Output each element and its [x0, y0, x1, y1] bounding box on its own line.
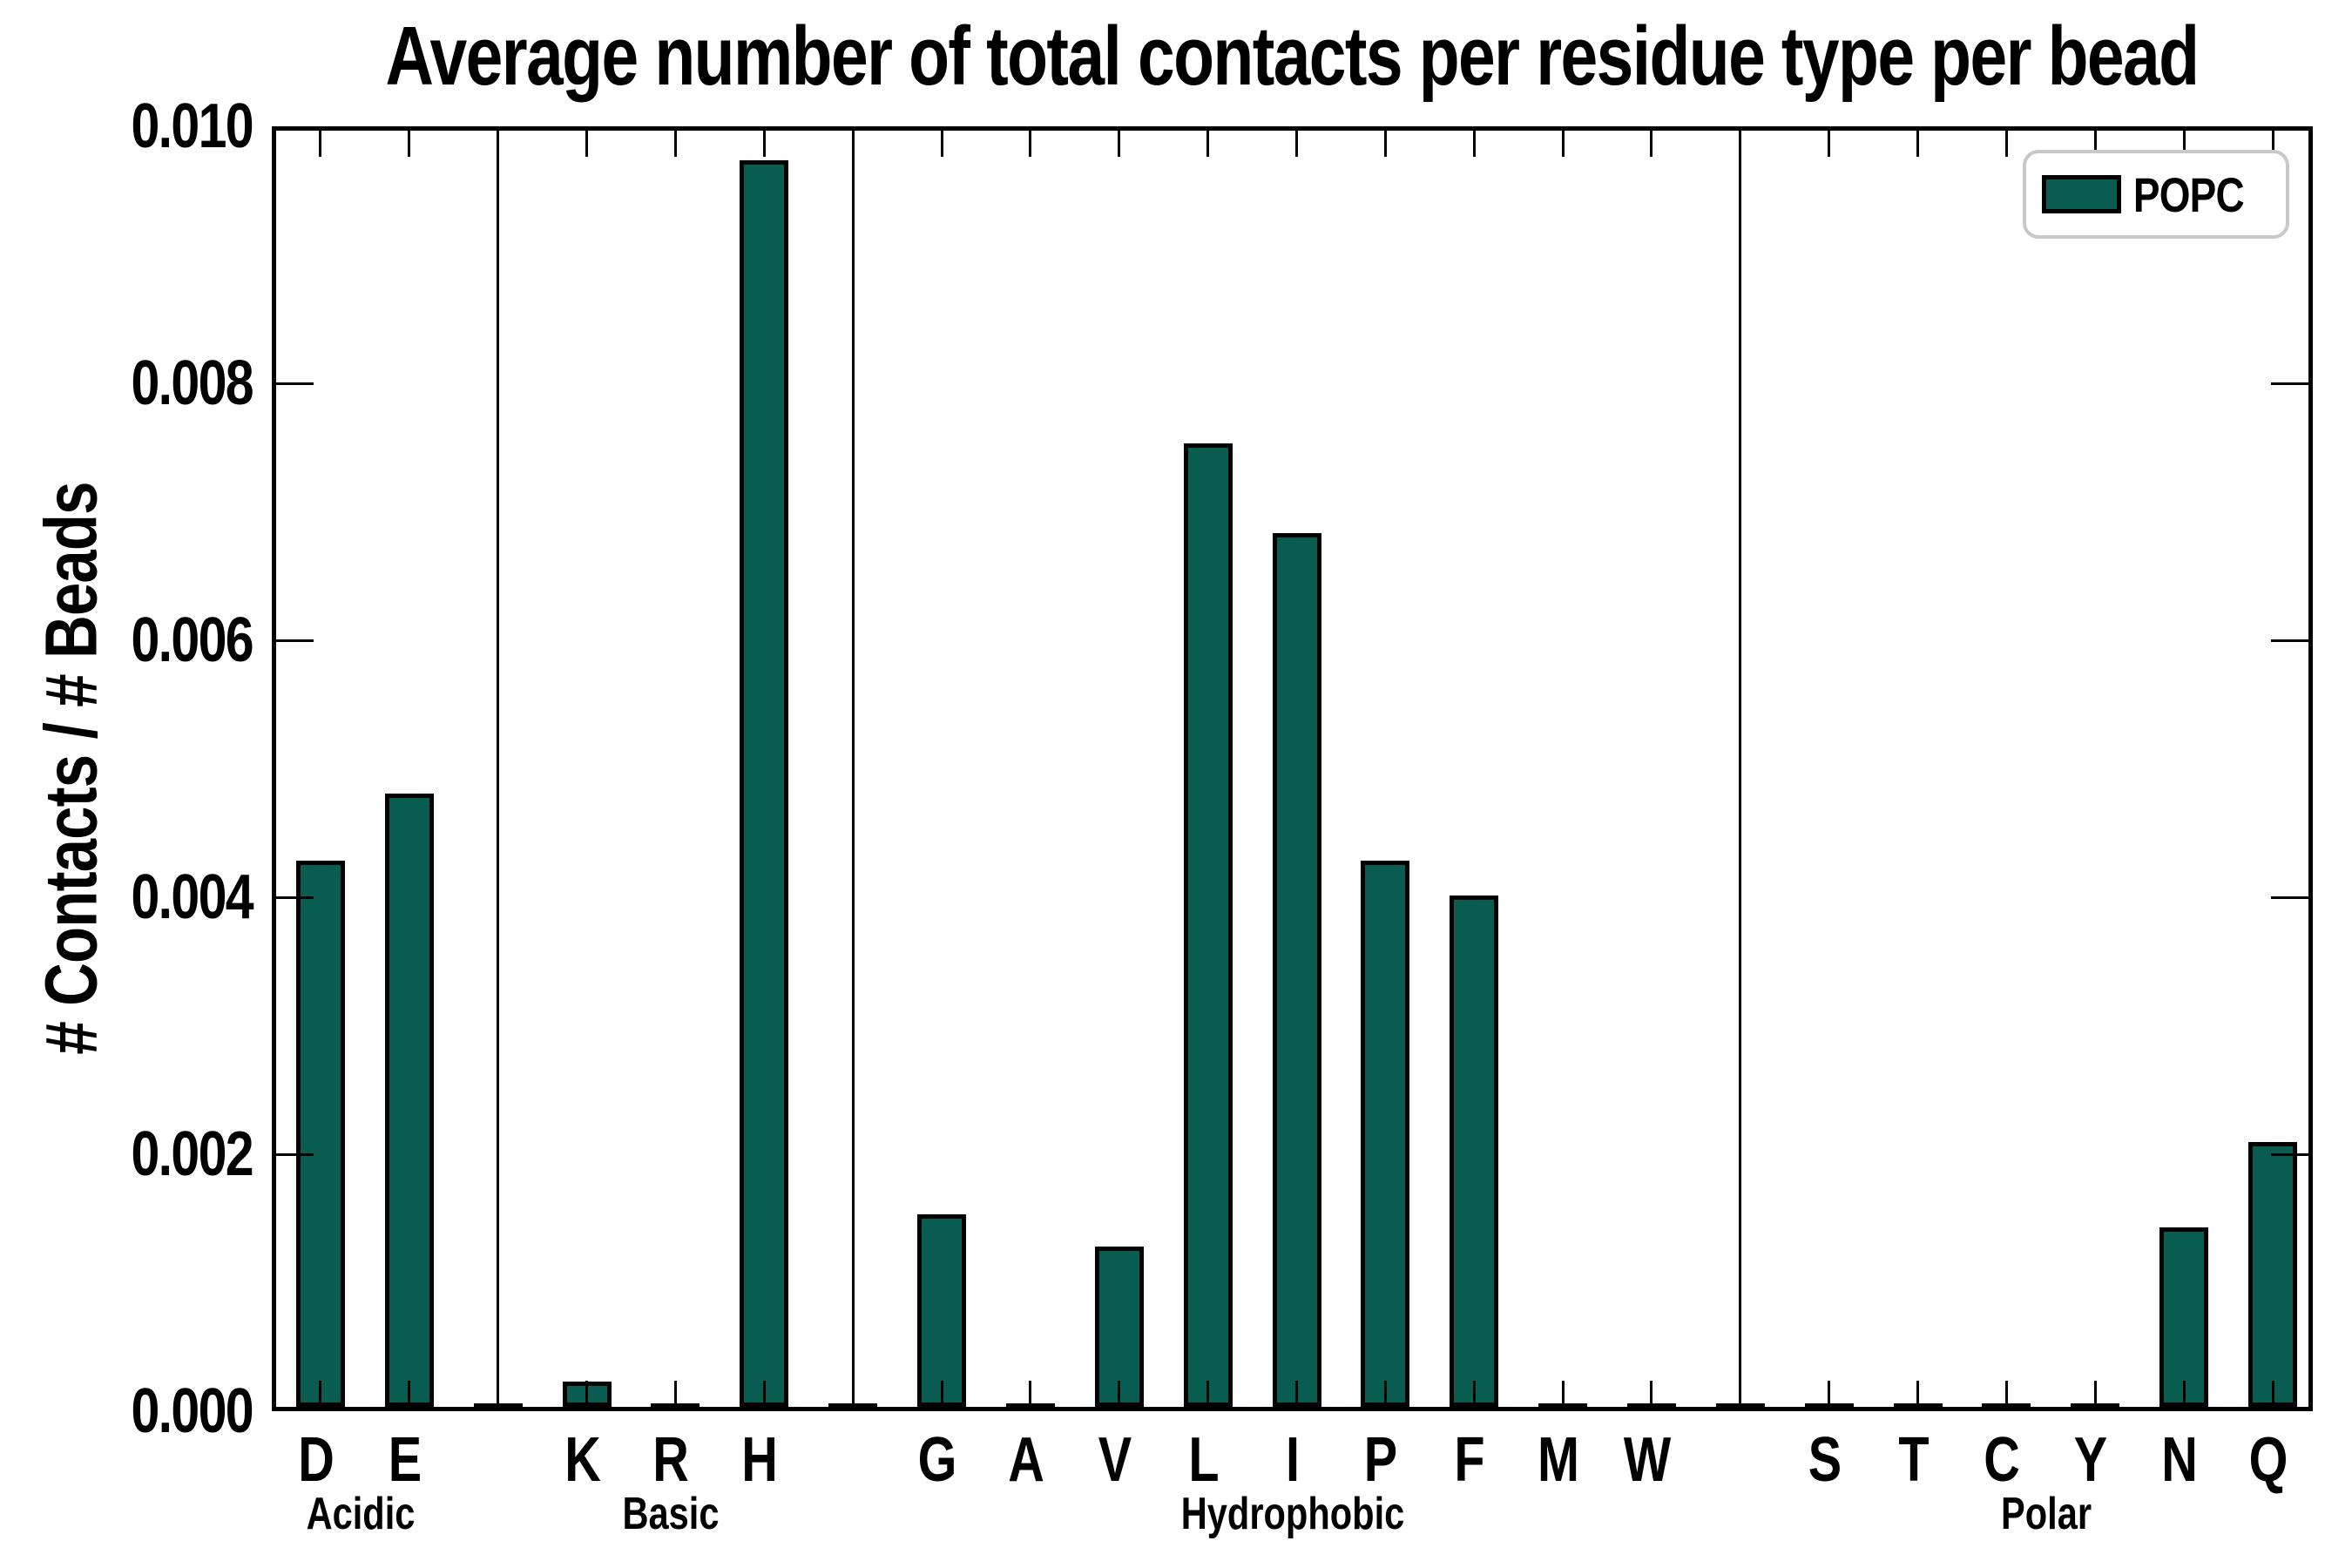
plot-area [272, 126, 2313, 1411]
y-tickmark-left [272, 1152, 314, 1156]
bar-V [1094, 1246, 1144, 1407]
x-tick-label-H: H [741, 1425, 779, 1495]
y-tick-label-0.002: 0.002 [131, 1119, 253, 1189]
x-tickmark [673, 1381, 677, 1407]
bar-F [1450, 895, 1499, 1407]
bar-I [1272, 533, 1321, 1407]
x-tick-label-P: P [1364, 1425, 1398, 1495]
x-tickmark [762, 1381, 766, 1407]
bar-D [295, 861, 345, 1407]
bar-G [917, 1213, 967, 1407]
x-tickmark [319, 1381, 322, 1407]
x-tickmark [762, 131, 766, 157]
bar-N [2159, 1227, 2209, 1407]
x-tickmark [1828, 131, 1831, 157]
x-tickmark [1295, 131, 1298, 157]
x-tick-label-Y: Y [2074, 1425, 2108, 1495]
y-tickmark-left [272, 639, 314, 642]
x-tick-label-W: W [1623, 1425, 1672, 1495]
x-tick-label-E: E [388, 1425, 422, 1495]
x-tickmark [1650, 131, 1653, 157]
y-tick-label-0.006: 0.006 [131, 605, 253, 675]
x-tickmark [408, 131, 411, 157]
x-tickmark [408, 1381, 411, 1407]
x-tickmark [673, 131, 677, 157]
y-tick-label-0.004: 0.004 [131, 862, 253, 932]
x-tickmark [1828, 1381, 1831, 1407]
x-tick-label-I: I [1285, 1425, 1300, 1495]
x-tickmark [1916, 1381, 1920, 1407]
y-tickmark-left [272, 382, 314, 385]
x-tickmark [585, 131, 589, 157]
x-tickmark [1295, 1381, 1298, 1407]
x-tickmark [1206, 1381, 1210, 1407]
x-tickmark [2004, 1381, 2008, 1407]
x-tickmark [1916, 131, 1920, 157]
y-tickmark-left [272, 896, 314, 899]
y-tickmark-right [2271, 896, 2313, 899]
y-tickmark-right [2271, 382, 2313, 385]
x-tick-label-K: K [564, 1425, 601, 1495]
bar-H [740, 160, 789, 1407]
x-tickmark [1561, 131, 1565, 157]
x-tickmark [1118, 1381, 1121, 1407]
x-tick-label-L: L [1188, 1425, 1220, 1495]
x-tickmark [1029, 1381, 1032, 1407]
bar-P [1361, 861, 1410, 1407]
x-tickmark [2004, 131, 2008, 157]
group-separator-line [851, 131, 855, 1407]
legend: POPC [2023, 150, 2289, 239]
group-label-basic: Basic [622, 1489, 720, 1539]
x-tick-label-G: G [917, 1425, 957, 1495]
x-tick-label-T: T [1897, 1425, 1930, 1495]
group-separator-line [497, 131, 500, 1407]
x-tick-label-V: V [1098, 1425, 1132, 1495]
x-tickmark [1561, 1381, 1565, 1407]
group-separator-line [1739, 131, 1742, 1407]
group-label-hydrophobic: Hydrophobic [1180, 1489, 1404, 1539]
y-axis-label: # Contacts / # Beads [30, 482, 112, 1055]
x-tickmark [1029, 131, 1032, 157]
group-label-acidic: Acidic [306, 1489, 416, 1539]
x-tickmark [1472, 1381, 1476, 1407]
x-tick-label-R: R [652, 1425, 690, 1495]
bar-Q [2248, 1142, 2298, 1407]
x-tickmark [2093, 1381, 2097, 1407]
legend-swatch-popc [2042, 175, 2122, 213]
x-tick-label-S: S [1808, 1425, 1842, 1495]
x-tick-label-D: D [298, 1425, 335, 1495]
x-tickmark [1206, 131, 1210, 157]
x-tickmark [1472, 131, 1476, 157]
x-tickmark [2182, 1381, 2186, 1407]
x-tick-label-F: F [1454, 1425, 1485, 1495]
bar-L [1183, 443, 1233, 1407]
x-tickmark [940, 1381, 943, 1407]
x-tickmark [1650, 1381, 1653, 1407]
x-tickmark [585, 1381, 589, 1407]
x-tickmark [1118, 131, 1121, 157]
x-tickmark [2182, 131, 2186, 157]
x-tick-label-A: A [1008, 1425, 1044, 1495]
x-tickmark [2271, 131, 2274, 157]
x-tickmark [940, 131, 943, 157]
x-tickmark [2093, 131, 2097, 157]
chart-title: Average number of total contacts per res… [385, 10, 2200, 103]
legend-label: POPC [2133, 166, 2245, 222]
y-tickmark-right [2271, 1152, 2313, 1156]
x-tickmark [319, 131, 322, 157]
x-tick-label-C: C [1984, 1425, 2021, 1495]
y-tick-label-0.008: 0.008 [131, 348, 253, 418]
x-tickmark [1383, 131, 1387, 157]
y-tick-label-0.000: 0.000 [131, 1376, 253, 1446]
x-tick-label-Q: Q [2248, 1425, 2288, 1495]
y-tickmark-right [2271, 639, 2313, 642]
x-tick-label-N: N [2161, 1425, 2198, 1495]
bar-E [384, 794, 434, 1407]
x-tick-label-M: M [1538, 1425, 1580, 1495]
x-tickmark [2271, 1381, 2274, 1407]
y-tick-label-0.010: 0.010 [131, 91, 253, 161]
x-tickmark [1383, 1381, 1387, 1407]
group-label-polar: Polar [2001, 1489, 2092, 1539]
